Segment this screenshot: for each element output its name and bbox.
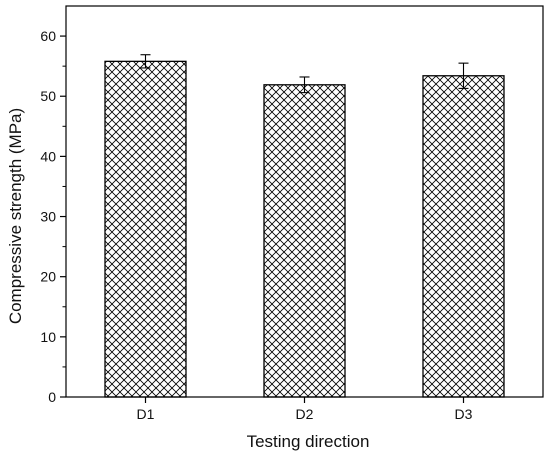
y-tick-label: 50 (40, 88, 56, 104)
y-axis-title: Compressive strength (MPa) (6, 108, 25, 324)
bar-d3 (422, 75, 505, 398)
y-tick-label: 10 (40, 329, 56, 345)
bars-layer (104, 60, 505, 398)
y-tick-label: 30 (40, 209, 56, 225)
bar-d1 (104, 60, 187, 398)
y-tick-label: 60 (40, 28, 56, 44)
x-tick-label: D1 (137, 406, 155, 422)
y-tick-label: 20 (40, 269, 56, 285)
x-tick-label: D2 (296, 406, 314, 422)
y-tick-label: 40 (40, 148, 56, 164)
x-axis: D1 D2 D3 (137, 397, 473, 422)
bar-d2 (263, 84, 346, 398)
error-bars-layer (140, 54, 469, 94)
y-axis: 0 10 20 30 40 50 60 (40, 28, 66, 405)
y-tick-label: 0 (48, 389, 56, 405)
x-tick-label: D3 (455, 406, 473, 422)
x-axis-title: Testing direction (247, 432, 370, 451)
